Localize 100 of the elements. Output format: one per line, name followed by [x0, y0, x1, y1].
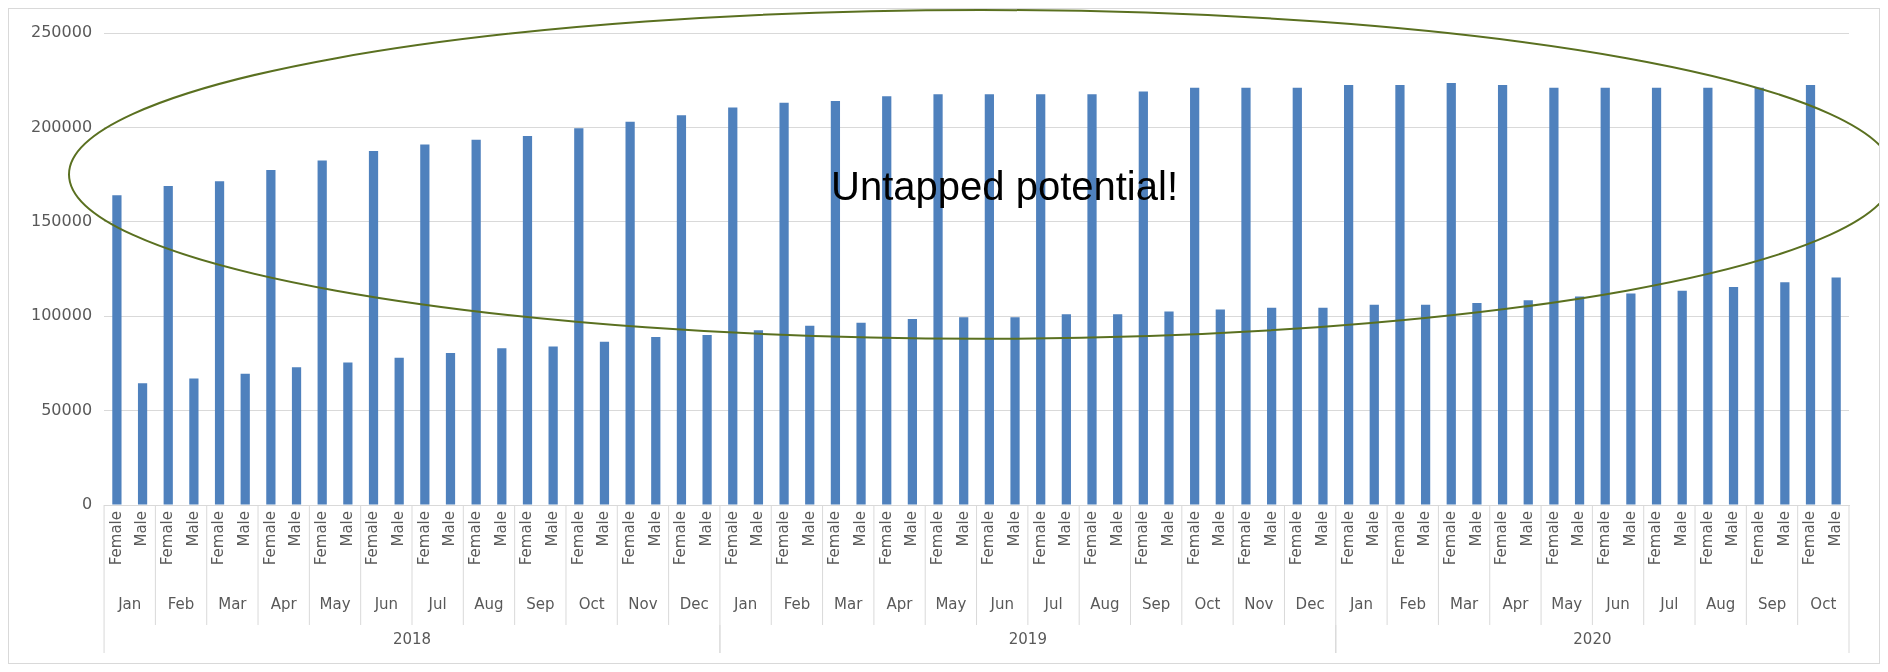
text: Oct — [1194, 594, 1221, 613]
x-tick-label: Female — [1749, 511, 1768, 566]
x-tick-label: Male — [902, 511, 921, 547]
x-tick-label: Male — [1312, 511, 1331, 547]
x-tick-label: Female — [312, 511, 331, 566]
text: Jan — [733, 594, 758, 613]
bar — [1113, 314, 1123, 505]
x-tick-label: Male — [1415, 511, 1434, 547]
bar — [1523, 300, 1533, 505]
text: Jan — [1348, 594, 1374, 613]
x-tick-label: Female — [1697, 511, 1716, 566]
x-tick-label: Female — [876, 511, 895, 566]
text: Mar — [1449, 594, 1480, 613]
bar — [1549, 87, 1559, 505]
x-tick-label: Male — [1056, 511, 1075, 547]
text: Apr — [1502, 594, 1530, 613]
x-tick-label: Female — [722, 511, 741, 566]
x-tick-label: Female — [1081, 511, 1100, 566]
x-tick-label: Male — [1672, 511, 1691, 547]
text: Dec — [1295, 594, 1325, 613]
bar — [779, 102, 789, 505]
x-tick-label: Female — [1184, 511, 1203, 566]
bar — [574, 128, 584, 505]
x-tick-label: Male — [1158, 511, 1177, 547]
bar — [1369, 304, 1379, 505]
bar — [676, 115, 687, 505]
x-tick-label: Male — [543, 511, 562, 547]
x-tick-label: Male — [1826, 511, 1845, 547]
text: May — [935, 594, 967, 613]
x-tick-label: Male — [850, 511, 869, 547]
text: Sep — [526, 594, 555, 613]
x-tick-label: Female — [671, 511, 690, 566]
bar — [753, 330, 764, 505]
text: Jun — [373, 594, 399, 613]
bar — [728, 107, 738, 505]
bar — [471, 139, 481, 505]
bar — [445, 353, 456, 505]
bar — [394, 357, 404, 505]
bar — [1267, 307, 1277, 505]
y-tick-label: 50000 — [41, 399, 93, 419]
x-tick-label: Female — [1287, 511, 1306, 566]
x-tick-label: Male — [337, 511, 356, 547]
bar — [1600, 87, 1610, 505]
bar — [317, 160, 327, 505]
text: Feb — [783, 594, 811, 613]
y-tick-label: 100000 — [31, 305, 93, 325]
text: Jul — [427, 594, 447, 613]
x-tick-label: Male — [440, 511, 459, 547]
text: Oct — [1810, 594, 1837, 613]
x-tick-label: Male — [1004, 511, 1023, 547]
text: Apr — [270, 594, 298, 613]
bar — [1754, 87, 1764, 505]
x-tick-label: Male — [1364, 511, 1383, 547]
text: Feb — [167, 594, 195, 613]
bar — [1805, 84, 1816, 505]
x-tick-label: Male — [1466, 511, 1485, 547]
y-tick-label: 200000 — [31, 116, 93, 136]
x-tick-label: Female — [1543, 511, 1562, 566]
bar — [625, 121, 635, 505]
x-tick-label: Female — [979, 511, 998, 566]
bar — [1831, 277, 1841, 505]
x-tick-label: Male — [645, 511, 664, 547]
bar — [137, 383, 148, 505]
x-tick-label: Male — [1518, 511, 1537, 547]
bar — [266, 169, 276, 505]
bar — [856, 322, 866, 505]
text: Nov — [628, 594, 658, 613]
x-tick-label: Female — [927, 511, 946, 566]
text: Apr — [886, 594, 914, 613]
x-tick-label: Female — [414, 511, 433, 566]
text: Aug — [1090, 594, 1120, 613]
bar — [1472, 302, 1482, 505]
text: Sep — [1142, 594, 1171, 613]
bar — [907, 319, 918, 505]
bar — [291, 367, 302, 505]
bar — [1420, 304, 1431, 505]
x-tick-label: Male — [1774, 511, 1793, 547]
x-tick-label: Male — [132, 511, 151, 547]
bar — [1703, 87, 1713, 505]
x-tick-label: Male — [799, 511, 818, 547]
text: 2018 — [392, 629, 432, 648]
text: Jul — [1043, 594, 1063, 613]
bar — [1446, 83, 1456, 505]
x-tick-label: Female — [517, 511, 536, 566]
x-tick-label: Male — [594, 511, 613, 547]
bar — [959, 317, 969, 505]
bar — [1292, 87, 1302, 505]
x-tick-label: Female — [1595, 511, 1614, 566]
x-tick-label: Male — [1569, 511, 1588, 547]
text: Jun — [1605, 594, 1630, 613]
text: Jul — [1659, 594, 1679, 613]
x-tick-label: Female — [209, 511, 228, 566]
text: Feb — [1399, 594, 1427, 613]
text: May — [319, 594, 351, 613]
x-tick-label: Male — [1620, 511, 1639, 547]
x-tick-label: Female — [1800, 511, 1819, 566]
text: Sep — [1757, 594, 1787, 613]
x-tick-label: Female — [466, 511, 485, 566]
x-tick-label: Female — [568, 511, 587, 566]
x-tick-label: Female — [1389, 511, 1408, 566]
